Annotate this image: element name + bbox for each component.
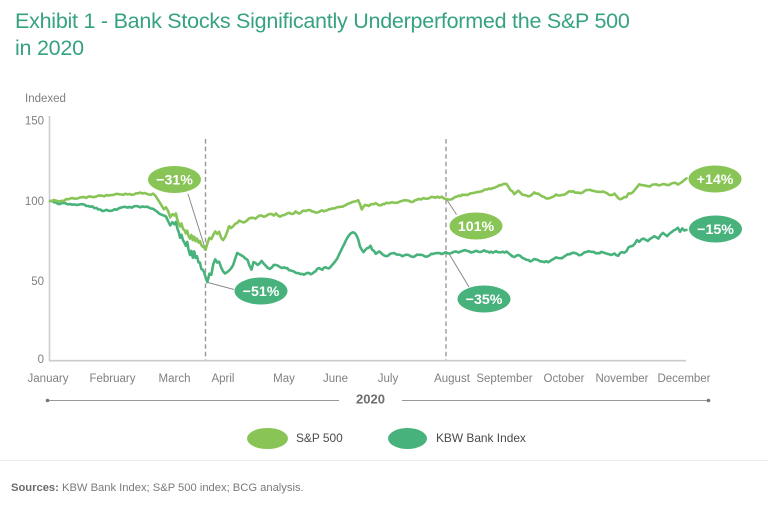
svg-text:June: June <box>323 373 348 385</box>
svg-text:January: January <box>28 373 69 385</box>
svg-text:August: August <box>434 373 471 385</box>
svg-text:100: 100 <box>25 196 44 208</box>
svg-text:November: November <box>595 373 648 385</box>
svg-text:+14%: +14% <box>697 172 734 188</box>
svg-text:May: May <box>273 373 295 385</box>
svg-text:−15%: −15% <box>697 222 734 238</box>
svg-text:−35%: −35% <box>466 292 503 308</box>
svg-text:0: 0 <box>38 354 44 366</box>
svg-text:150: 150 <box>25 116 44 128</box>
svg-text:April: April <box>211 373 234 385</box>
svg-text:−51%: −51% <box>243 284 280 300</box>
svg-text:October: October <box>544 373 585 385</box>
svg-text:50: 50 <box>31 276 44 288</box>
svg-text:September: September <box>476 373 532 385</box>
svg-text:February: February <box>89 373 135 385</box>
svg-text:March: March <box>159 373 191 385</box>
svg-text:−31%: −31% <box>156 172 193 188</box>
svg-text:July: July <box>378 373 399 385</box>
svg-text:2020: 2020 <box>356 392 385 407</box>
svg-text:December: December <box>657 373 710 385</box>
svg-text:101%: 101% <box>458 219 495 235</box>
